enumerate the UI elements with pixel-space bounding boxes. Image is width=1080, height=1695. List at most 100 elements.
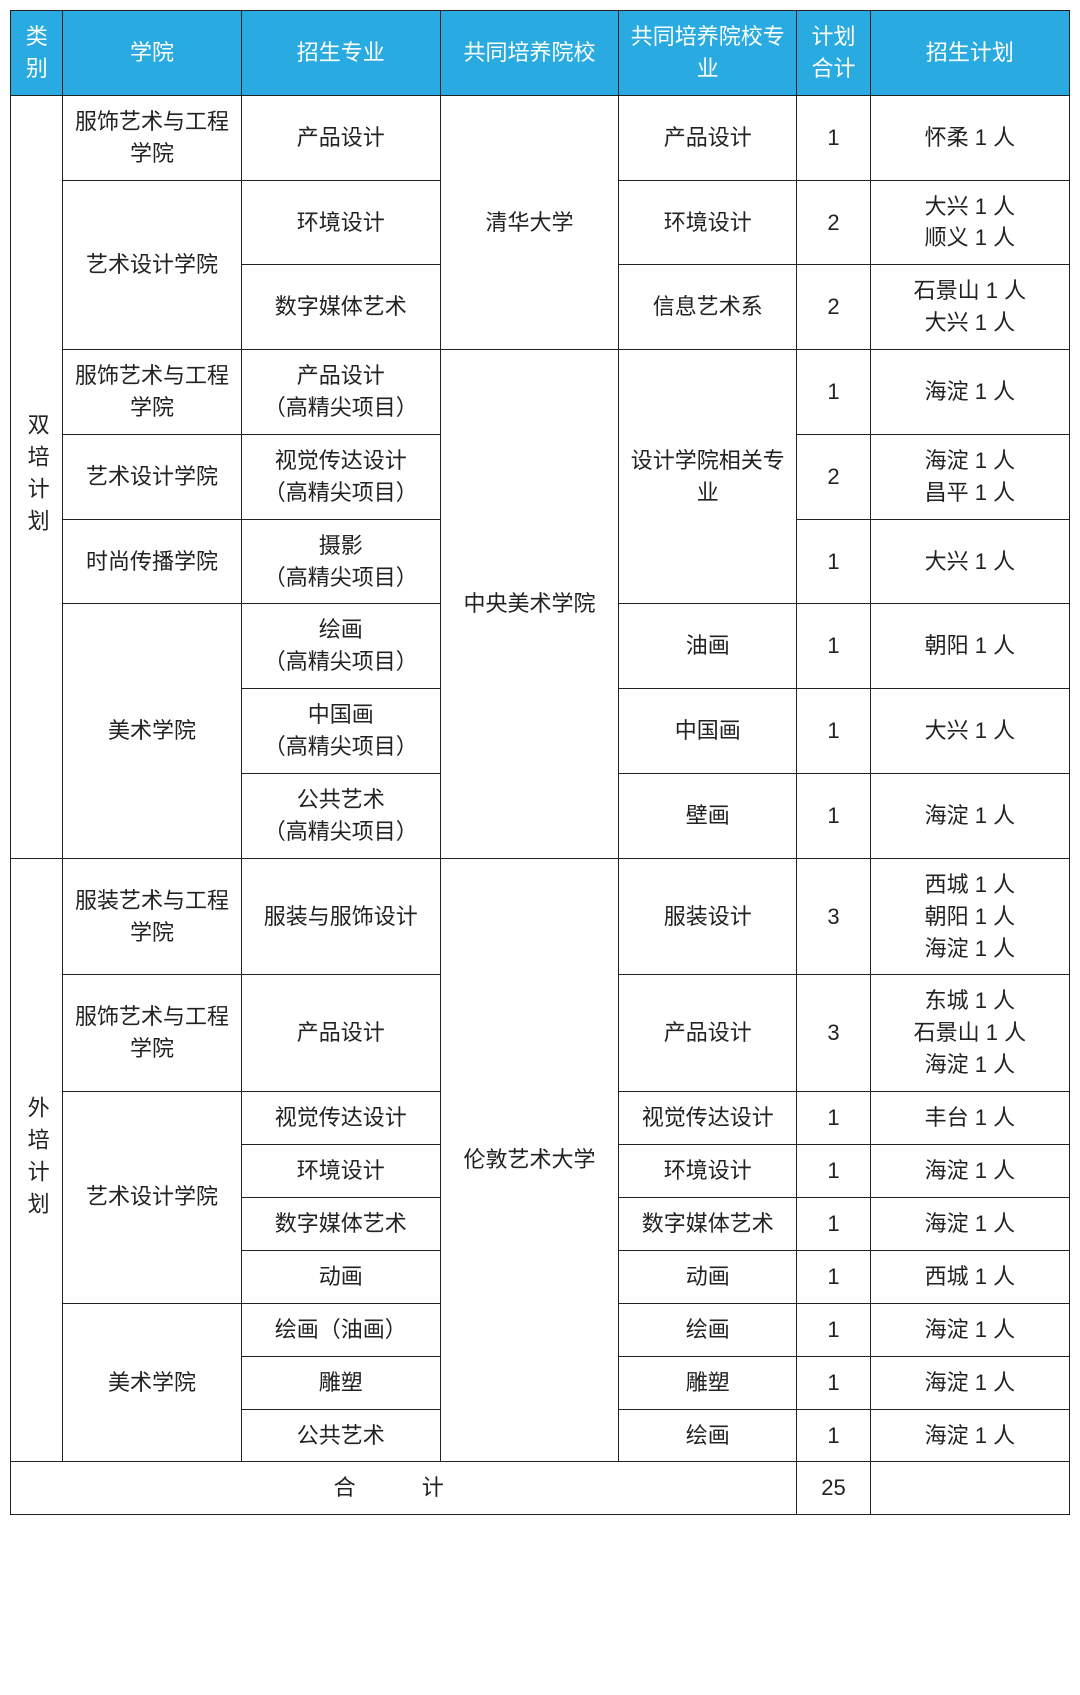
plan-line: 海淀 1 人	[875, 445, 1065, 477]
count-cell: 2	[797, 180, 870, 265]
major-cell: 动画	[241, 1250, 440, 1303]
college-cell: 艺术设计学院	[63, 434, 241, 519]
header-partner-major: 共同培养院校专业	[619, 11, 797, 96]
plan-line: 大兴 1 人	[875, 307, 1065, 339]
major-cell: 环境设计	[241, 1145, 440, 1198]
college-cell: 艺术设计学院	[63, 180, 241, 350]
plan-line: 西城 1 人	[875, 869, 1065, 901]
count-cell: 1	[797, 1092, 870, 1145]
count-cell: 1	[797, 604, 870, 689]
count-cell: 1	[797, 1303, 870, 1356]
count-cell: 3	[797, 858, 870, 975]
major-cell: 产品设计	[241, 975, 440, 1092]
count-cell: 1	[797, 1356, 870, 1409]
college-cell: 美术学院	[63, 1303, 241, 1462]
plan-cell: 海淀 1 人	[870, 1409, 1069, 1462]
enrollment-table: 类别 学院 招生专业 共同培养院校 共同培养院校专业 计划合计 招生计划 双培计…	[10, 10, 1070, 1515]
footer-label: 合 计	[11, 1462, 797, 1515]
plan-cell: 朝阳 1 人	[870, 604, 1069, 689]
partner-major-cell: 环境设计	[619, 1145, 797, 1198]
count-cell: 2	[797, 265, 870, 350]
college-cell: 服饰艺术与工程学院	[63, 95, 241, 180]
header-total: 计划合计	[797, 11, 870, 96]
partner-major-cell: 绘画	[619, 1303, 797, 1356]
college-cell: 服装艺术与工程学院	[63, 858, 241, 975]
plan-line: 朝阳 1 人	[875, 901, 1065, 933]
plan-line: 海淀 1 人	[875, 933, 1065, 965]
major-cell: 产品设计 （高精尖项目）	[241, 350, 440, 435]
header-category: 类别	[11, 11, 63, 96]
plan-cell: 大兴 1 人	[870, 519, 1069, 604]
major-line: 产品设计	[246, 360, 436, 392]
major-cell: 公共艺术	[241, 1409, 440, 1462]
major-line: 绘画	[246, 614, 436, 646]
major-cell: 环境设计	[241, 180, 440, 265]
category-waipei: 外培计划	[11, 858, 63, 1462]
plan-cell: 海淀 1 人	[870, 1356, 1069, 1409]
plan-line: 昌平 1 人	[875, 477, 1065, 509]
partner-major-cell: 动画	[619, 1250, 797, 1303]
count-cell: 1	[797, 1145, 870, 1198]
count-cell: 1	[797, 1409, 870, 1462]
major-line: （高精尖项目）	[246, 731, 436, 763]
header-college: 学院	[63, 11, 241, 96]
major-line: 摄影	[246, 530, 436, 562]
major-line: （高精尖项目）	[246, 392, 436, 424]
count-cell: 1	[797, 95, 870, 180]
header-partner: 共同培养院校	[440, 11, 618, 96]
table-row: 服饰艺术与工程学院 产品设计 （高精尖项目） 中央美术学院 设计学院相关专业 1…	[11, 350, 1070, 435]
partner-major-cell: 绘画	[619, 1409, 797, 1462]
partner-major-cell: 产品设计	[619, 95, 797, 180]
count-cell: 1	[797, 689, 870, 774]
major-cell: 公共艺术 （高精尖项目）	[241, 774, 440, 859]
plan-cell: 海淀 1 人	[870, 350, 1069, 435]
plan-cell: 石景山 1 人 大兴 1 人	[870, 265, 1069, 350]
college-cell: 服饰艺术与工程学院	[63, 975, 241, 1092]
plan-cell: 西城 1 人	[870, 1250, 1069, 1303]
partner-major-cell: 服装设计	[619, 858, 797, 975]
plan-cell: 海淀 1 人 昌平 1 人	[870, 434, 1069, 519]
partner-major-cell: 产品设计	[619, 975, 797, 1092]
major-cell: 数字媒体艺术	[241, 1197, 440, 1250]
plan-cell: 海淀 1 人	[870, 1145, 1069, 1198]
plan-cell: 西城 1 人 朝阳 1 人 海淀 1 人	[870, 858, 1069, 975]
major-line: 中国画	[246, 699, 436, 731]
plan-cell: 大兴 1 人 顺义 1 人	[870, 180, 1069, 265]
footer-total: 25	[797, 1462, 870, 1515]
partner-major-cell: 中国画	[619, 689, 797, 774]
major-line: （高精尖项目）	[246, 477, 436, 509]
major-cell: 视觉传达设计	[241, 1092, 440, 1145]
partner-major-cell: 视觉传达设计	[619, 1092, 797, 1145]
major-cell: 中国画 （高精尖项目）	[241, 689, 440, 774]
count-cell: 1	[797, 774, 870, 859]
header-major: 招生专业	[241, 11, 440, 96]
plan-line: 石景山 1 人	[875, 1017, 1065, 1049]
partner-major-cell: 数字媒体艺术	[619, 1197, 797, 1250]
major-line: （高精尖项目）	[246, 562, 436, 594]
college-cell: 美术学院	[63, 604, 241, 858]
table-row: 双培计划 服饰艺术与工程学院 产品设计 清华大学 产品设计 1 怀柔 1 人	[11, 95, 1070, 180]
count-cell: 1	[797, 350, 870, 435]
college-cell: 时尚传播学院	[63, 519, 241, 604]
partner-major-cell: 环境设计	[619, 180, 797, 265]
partner-major-cell: 壁画	[619, 774, 797, 859]
category-shuangpei: 双培计划	[11, 95, 63, 858]
plan-cell: 东城 1 人 石景山 1 人 海淀 1 人	[870, 975, 1069, 1092]
plan-cell: 海淀 1 人	[870, 1303, 1069, 1356]
footer-row: 合 计 25	[11, 1462, 1070, 1515]
major-line: 视觉传达设计	[246, 445, 436, 477]
plan-line: 石景山 1 人	[875, 275, 1065, 307]
major-cell: 摄影 （高精尖项目）	[241, 519, 440, 604]
major-cell: 雕塑	[241, 1356, 440, 1409]
plan-cell: 怀柔 1 人	[870, 95, 1069, 180]
partner-major-cell: 油画	[619, 604, 797, 689]
partner-cell: 清华大学	[440, 95, 618, 349]
major-cell: 绘画 （高精尖项目）	[241, 604, 440, 689]
college-cell: 服饰艺术与工程学院	[63, 350, 241, 435]
plan-line: 大兴 1 人	[875, 191, 1065, 223]
major-cell: 绘画（油画）	[241, 1303, 440, 1356]
partner-cell: 伦敦艺术大学	[440, 858, 618, 1462]
major-cell: 视觉传达设计 （高精尖项目）	[241, 434, 440, 519]
plan-line: 东城 1 人	[875, 985, 1065, 1017]
major-cell: 数字媒体艺术	[241, 265, 440, 350]
